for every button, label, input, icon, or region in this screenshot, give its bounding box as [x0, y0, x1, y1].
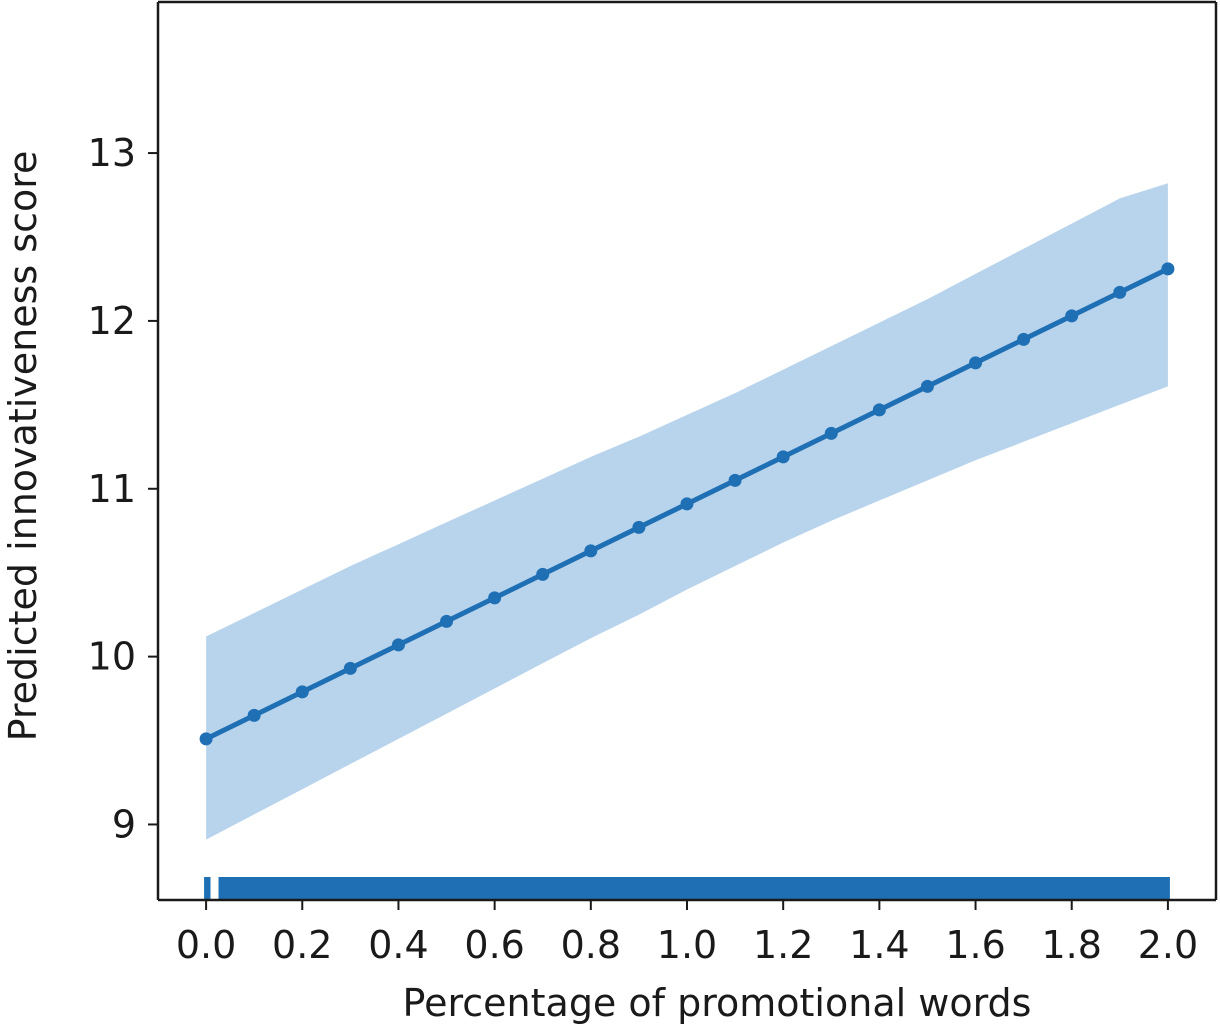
series-points-layer [199, 262, 1175, 746]
rug-segment-0 [204, 877, 211, 899]
data-point-13 [824, 426, 838, 440]
data-point-11 [728, 473, 742, 487]
data-point-19 [1113, 285, 1127, 299]
x-axis-label: Percentage of promotional words [403, 981, 1032, 1025]
x-tick-label-5: 1.0 [657, 923, 717, 967]
x-tick-label-3: 0.6 [464, 923, 524, 967]
confidence-band [206, 183, 1168, 840]
data-point-6 [488, 591, 502, 605]
confidence-band-layer [206, 183, 1168, 840]
data-point-3 [343, 661, 357, 675]
y-tick-label-3: 12 [88, 299, 136, 343]
x-tick-label-1: 0.2 [272, 923, 332, 967]
data-point-10 [680, 497, 694, 511]
data-point-7 [536, 567, 550, 581]
y-tick-label-1: 10 [88, 635, 136, 679]
data-point-0 [199, 732, 213, 746]
x-tick-label-6: 1.2 [753, 923, 813, 967]
x-tick-label-2: 0.4 [368, 923, 428, 967]
x-tick-label-8: 1.6 [945, 923, 1005, 967]
data-point-20 [1161, 262, 1175, 276]
x-tick-label-10: 2.0 [1138, 923, 1198, 967]
data-point-14 [872, 403, 886, 417]
data-point-15 [920, 379, 934, 393]
data-point-8 [584, 544, 598, 558]
x-tick-label-7: 1.4 [849, 923, 909, 967]
data-point-17 [1017, 332, 1031, 346]
data-point-2 [295, 685, 309, 699]
y-axis-label: Predicted innovativeness score [1, 151, 45, 742]
x-tick-label-9: 1.8 [1042, 923, 1102, 967]
x-tick-label-0: 0.0 [176, 923, 236, 967]
rug-segment-1 [218, 877, 1170, 899]
data-point-5 [440, 614, 454, 628]
data-point-1 [247, 708, 261, 722]
x-axis-ticks: 0.0 0.2 0.4 0.6 0.8 1.0 1.2 1.4 1.6 1.8 2.0 [176, 900, 1198, 967]
y-tick-label-0: 9 [112, 802, 136, 846]
data-point-4 [391, 638, 405, 652]
data-point-16 [969, 356, 983, 370]
data-point-9 [632, 520, 646, 534]
y-tick-label-2: 11 [88, 467, 136, 511]
y-tick-label-4: 13 [88, 131, 136, 175]
data-point-12 [776, 450, 790, 464]
x-tick-label-4: 0.8 [561, 923, 621, 967]
data-point-18 [1065, 309, 1079, 323]
y-axis-ticks: 9 10 11 12 13 [88, 131, 158, 846]
rug-layer [204, 877, 1170, 899]
